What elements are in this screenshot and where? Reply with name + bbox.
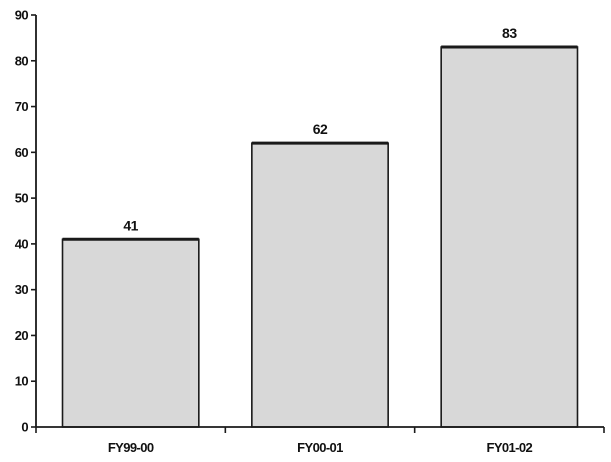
bar-fy00-01 [251, 142, 389, 428]
y-tick-label: 20 [15, 328, 29, 343]
category-label: FY00-01 [297, 440, 343, 455]
category-label: FY99-00 [108, 440, 154, 455]
bar-fy01-02 [440, 46, 579, 428]
y-tick-label: 40 [15, 236, 29, 251]
y-tick-label: 30 [15, 282, 29, 297]
y-tick-label: 50 [15, 191, 29, 206]
data-label: 41 [123, 217, 138, 233]
y-tick-label: 60 [15, 145, 29, 160]
data-label: 62 [313, 121, 328, 137]
x-axis: FY99-00 FY00-01 FY01-02 [35, 426, 605, 455]
y-tick-label: 10 [15, 374, 29, 389]
y-tick-label: 0 [21, 420, 28, 435]
category-label: FY01-02 [486, 440, 532, 455]
y-axis: 0 10 20 30 40 50 60 70 80 90 [15, 8, 37, 435]
y-tick-label: 70 [15, 99, 29, 114]
y-tick-label: 90 [15, 8, 29, 23]
bar-fy99-00 [61, 238, 200, 428]
data-label: 83 [502, 25, 517, 41]
y-tick-label: 80 [15, 53, 29, 68]
bars: 41 62 83 [61, 25, 579, 428]
